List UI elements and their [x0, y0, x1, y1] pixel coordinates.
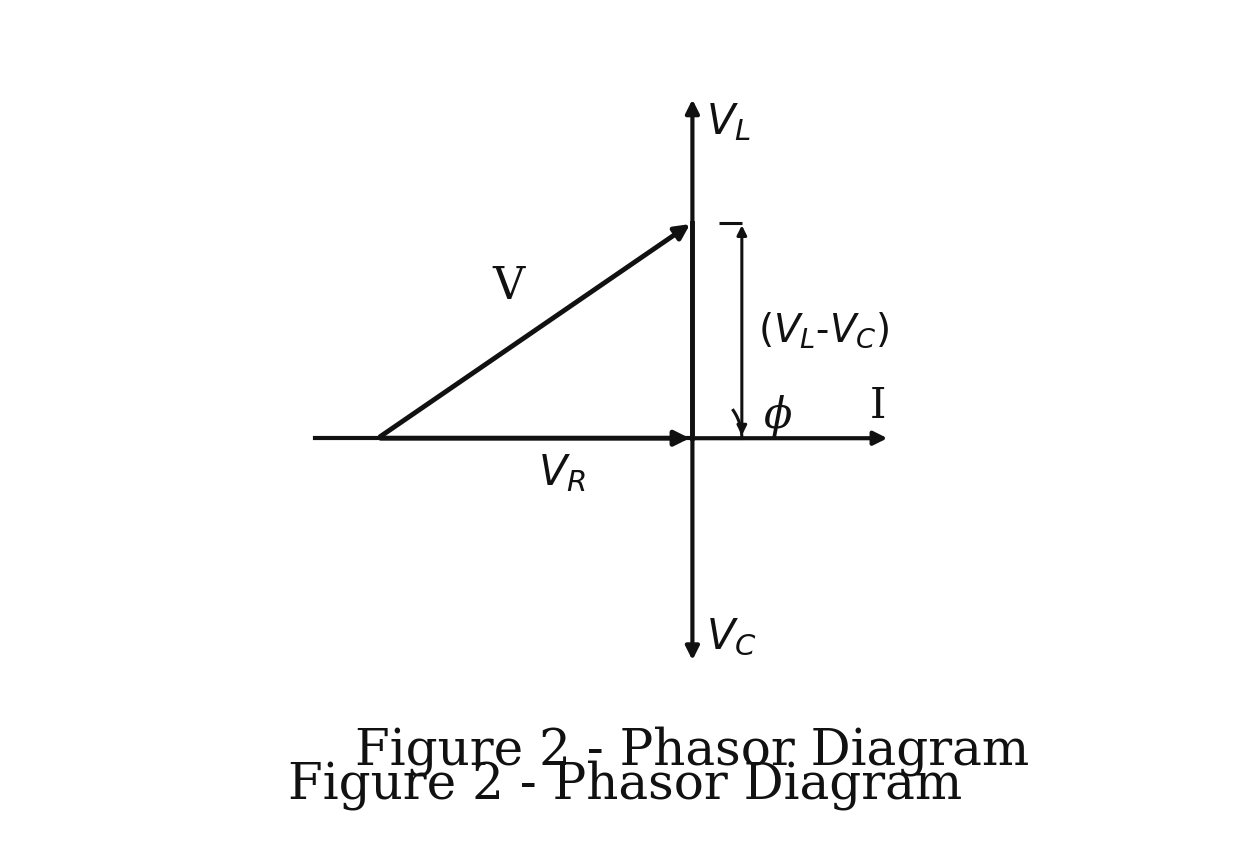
- Text: Figure 2 - Phasor Diagram: Figure 2 - Phasor Diagram: [288, 760, 962, 810]
- Text: Figure 2 - Phasor Diagram: Figure 2 - Phasor Diagram: [355, 726, 1030, 776]
- Text: V: V: [492, 265, 524, 308]
- Text: $(V_L$-$V_C)$: $(V_L$-$V_C)$: [758, 311, 890, 350]
- Text: $V_R$: $V_R$: [538, 452, 586, 494]
- Text: $V_C$: $V_C$: [706, 616, 756, 658]
- Text: I: I: [869, 386, 886, 427]
- Text: $V_L$: $V_L$: [706, 101, 751, 143]
- Text: ϕ: ϕ: [764, 395, 792, 437]
